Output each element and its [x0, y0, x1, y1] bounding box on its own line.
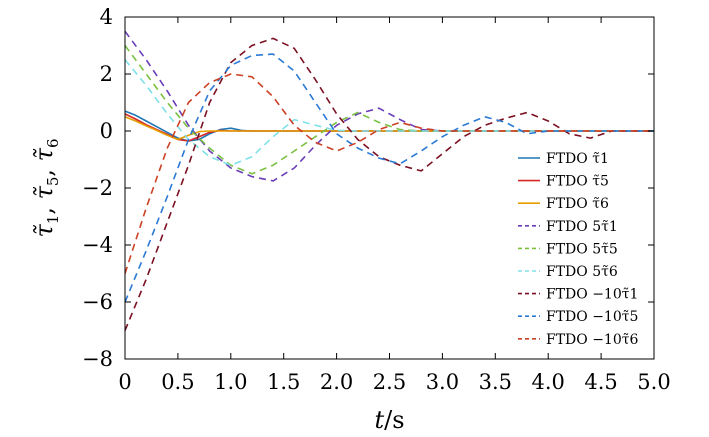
y-tick-label: −8	[82, 347, 113, 371]
y-tick-label: 2	[100, 62, 113, 86]
y-axis-title: τ̃1, τ̃5, τ̃6	[30, 138, 62, 237]
x-tick-label: 2.5	[373, 370, 406, 394]
legend-label: FTDO τ̃1	[546, 151, 609, 167]
y-tick-label: 4	[100, 5, 113, 29]
x-tick-label: 4.0	[531, 370, 564, 394]
y-tick-label: 0	[100, 119, 113, 143]
legend-label: FTDO 5τ̃5	[546, 241, 618, 257]
legend-label: FTDO −10τ̃6	[546, 332, 638, 348]
x-tick-label: 2.0	[320, 370, 353, 394]
legend-label: FTDO −10τ̃1	[546, 287, 638, 303]
plot-series	[124, 30, 654, 331]
series-line-7	[124, 37, 654, 331]
legend-label: FTDO τ̃6	[546, 196, 609, 212]
y-tick-label: −2	[82, 176, 113, 200]
x-tick-label: 3.0	[426, 370, 459, 394]
legend-label: FTDO τ̃5	[546, 174, 609, 190]
series-line-4	[124, 30, 654, 182]
axis-ticks: 0 0.5 1.0 1.5 2.0 2.5 3.0 3.5 4.0 4.5 5.0 −8 −6 −4 −2 0…	[82, 5, 671, 394]
x-tick-label: 1.0	[214, 370, 247, 394]
x-tick-label: 4.5	[584, 370, 617, 394]
legend-label: FTDO −10τ̃5	[546, 309, 638, 325]
x-axis-title: t/s	[374, 406, 404, 434]
series-line-1	[124, 110, 654, 142]
x-tick-label: 0	[118, 370, 131, 394]
legend-label: FTDO 5τ̃6	[546, 264, 618, 280]
y-tick-label: −6	[82, 290, 113, 314]
x-tick-label: 0.5	[161, 370, 194, 394]
y-tick-label: −4	[82, 233, 113, 257]
series-line-8	[124, 53, 654, 303]
legend-label: FTDO 5τ̃1	[546, 219, 618, 235]
legend: FTDO τ̃1 FTDO τ̃5 FTDO τ̃6 FTDO 5τ̃1 FTDO 5τ…	[518, 151, 638, 348]
x-tick-label: 5.0	[637, 370, 670, 394]
x-tick-label: 1.5	[267, 370, 300, 394]
series-line-6	[124, 59, 654, 166]
series-line-9	[124, 73, 654, 274]
series-line-5	[124, 45, 654, 175]
x-tick-label: 3.5	[479, 370, 512, 394]
